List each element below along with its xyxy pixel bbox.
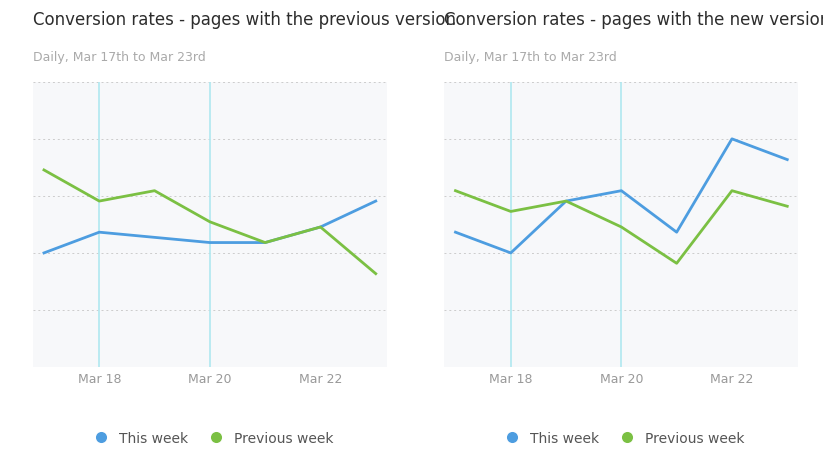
Legend: This week, Previous week: This week, Previous week xyxy=(81,425,338,450)
Text: Conversion rates - pages with the new version: Conversion rates - pages with the new ve… xyxy=(444,11,823,29)
Text: Daily, Mar 17th to Mar 23rd: Daily, Mar 17th to Mar 23rd xyxy=(444,51,617,64)
Legend: This week, Previous week: This week, Previous week xyxy=(493,425,750,450)
Text: Daily, Mar 17th to Mar 23rd: Daily, Mar 17th to Mar 23rd xyxy=(33,51,206,64)
Text: Conversion rates - pages with the previous version: Conversion rates - pages with the previo… xyxy=(33,11,456,29)
